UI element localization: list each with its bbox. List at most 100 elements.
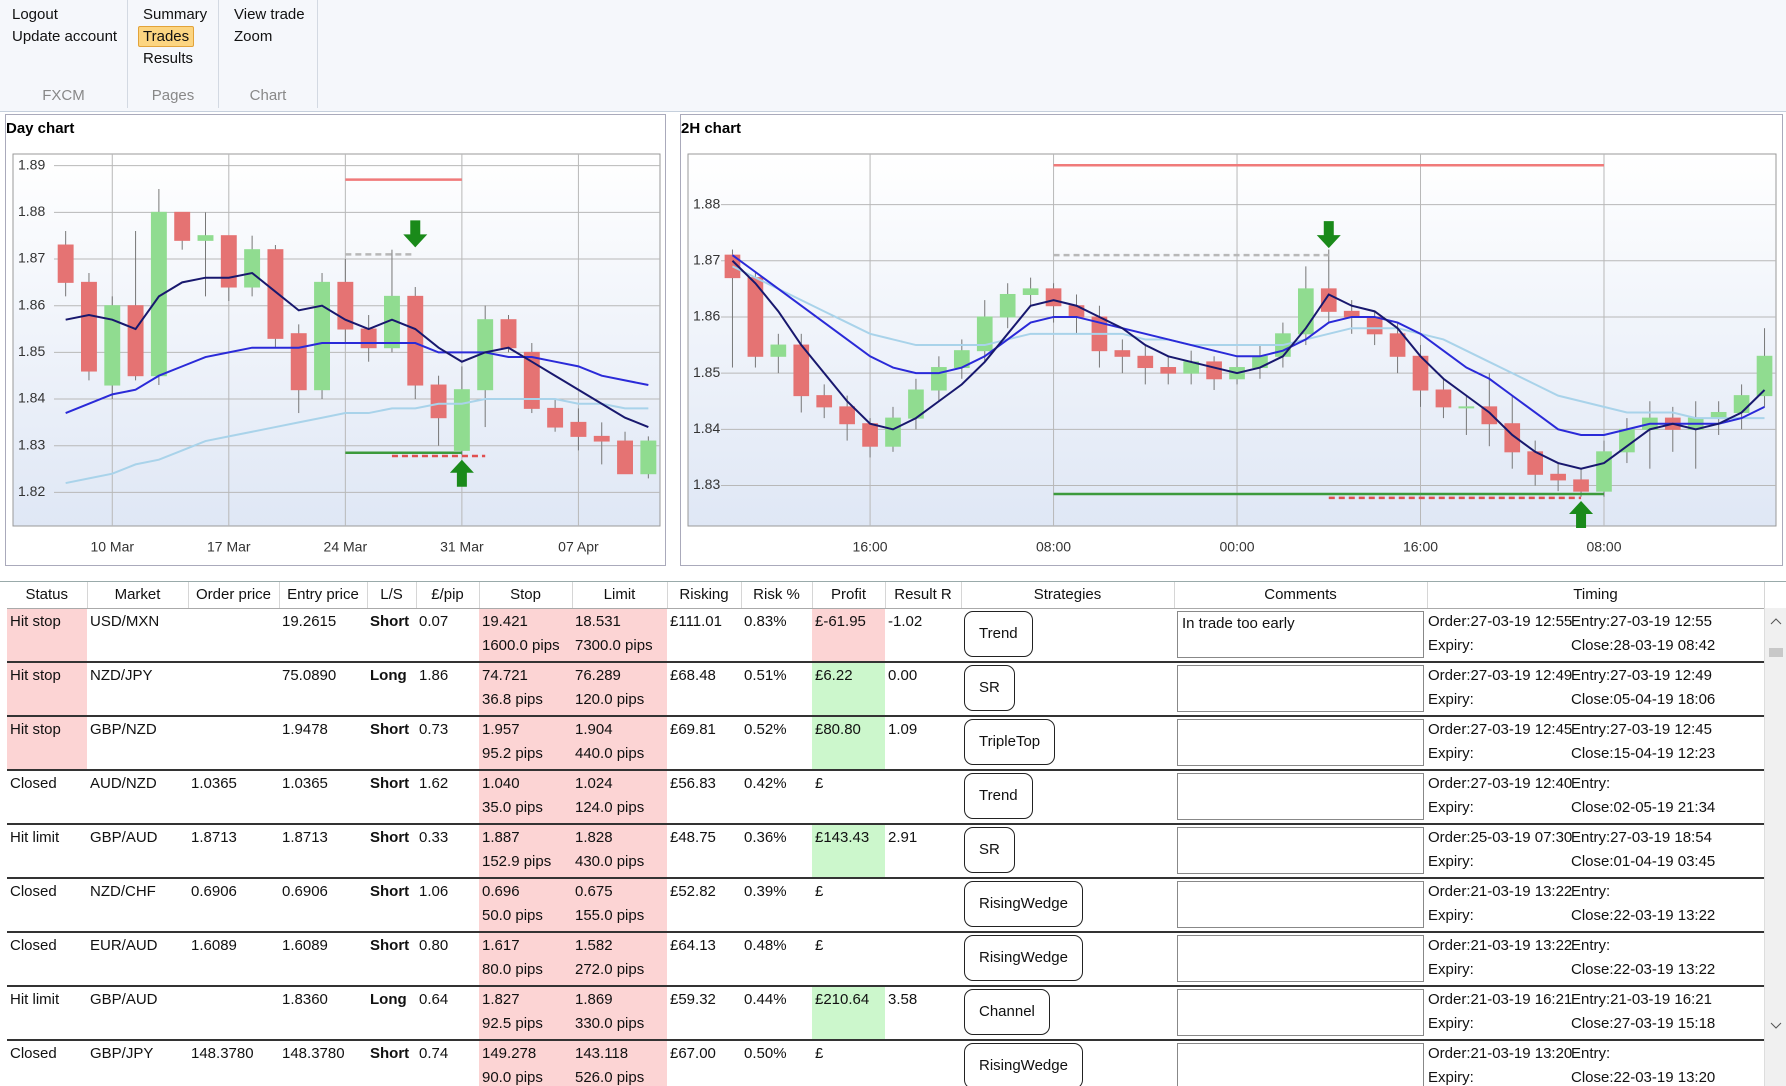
timing-cell: Order:27-03-19 12:40 Expiry: Entry: Close:0… <box>1427 770 1764 825</box>
order-price-cell-text: 1.8713 <box>191 829 237 846</box>
comment-box[interactable] <box>1177 827 1424 874</box>
x-tick-label: 10 Mar <box>90 539 134 555</box>
table-row[interactable]: Closed GBP/JPY 148.3780 148.3780 Short 0.74 14… <box>7 1040 1764 1086</box>
timing-text: Expiry: <box>1428 961 1474 978</box>
table-row[interactable]: Closed AUD/NZD 1.0365 1.0365 Short 1.62 1.040 3… <box>7 770 1764 825</box>
column-header[interactable]: Order price <box>188 582 280 609</box>
y-tick-label: 1.82 <box>18 483 45 499</box>
table-row[interactable]: Closed EUR/AUD 1.6089 1.6089 Short 0.80 1.617 8… <box>7 932 1764 987</box>
column-header[interactable]: £/pip <box>416 582 480 609</box>
entry-price-cell-text: 1.0365 <box>282 775 328 792</box>
order-price-cell: 148.3780 <box>188 1040 279 1086</box>
comment-box[interactable] <box>1177 881 1424 928</box>
comment-box[interactable] <box>1177 935 1424 982</box>
result-r-cell: 3.58 <box>885 986 961 1041</box>
risking-cell-text: £52.82 <box>670 883 716 900</box>
timing-text: Entry: <box>1571 883 1611 900</box>
x-tick-label: 16:00 <box>1403 539 1438 555</box>
ribbon-button[interactable]: Zoom <box>234 28 273 45</box>
stop-cell-text: 1.040 <box>482 775 520 792</box>
comment-cell <box>1174 1040 1427 1086</box>
timing-cell: Order:27-03-19 12:55 Expiry: Entry:27-03-1… <box>1427 608 1764 663</box>
status-cell-text: Closed <box>10 883 57 900</box>
comment-box[interactable] <box>1177 773 1424 820</box>
profit-cell: £210.64 <box>812 986 885 1041</box>
risk-pct-cell: 0.44% <box>741 986 812 1041</box>
ribbon-button[interactable]: Update account <box>12 28 118 45</box>
strategy-button[interactable]: TripleTop <box>964 719 1056 765</box>
ribbon-group: Summary Trades Results Pages <box>128 0 219 108</box>
timing-text: Entry: <box>1571 937 1611 954</box>
column-header[interactable]: Limit <box>572 582 668 609</box>
column-header[interactable]: Risk % <box>741 582 813 609</box>
per-pip-cell: 0.33 <box>416 824 479 879</box>
stop-cell-text: 1.957 <box>482 721 520 738</box>
result-r-cell <box>885 1040 961 1086</box>
status-cell-text: Hit limit <box>10 991 60 1008</box>
comment-box[interactable]: In trade too early <box>1177 610 1424 658</box>
ribbon-button[interactable]: Summary <box>143 6 208 23</box>
table-row[interactable]: Hit limit GBP/AUD 1.8360 Long 0.64 1.827 92.5 … <box>7 986 1764 1041</box>
strategy-button[interactable]: Trend <box>964 773 1033 819</box>
column-header[interactable]: Timing <box>1427 582 1765 609</box>
column-header[interactable]: Strategies <box>961 582 1175 609</box>
ribbon-button[interactable]: View trade <box>234 6 305 23</box>
table-row[interactable]: Closed NZD/CHF 0.6906 0.6906 Short 1.06 0.696 5… <box>7 878 1764 933</box>
column-header[interactable]: Profit <box>812 582 886 609</box>
comment-box[interactable] <box>1177 665 1424 712</box>
side-cell: Short <box>367 1040 416 1086</box>
limit-cell-text: 1.904 <box>575 721 613 738</box>
strategy-button[interactable]: SR <box>964 827 1015 873</box>
strategy-button[interactable]: Trend <box>964 610 1033 657</box>
timing-text: Close:02-05-19 21:34 <box>1571 799 1716 816</box>
column-header[interactable]: Risking <box>667 582 742 609</box>
scrollbar[interactable] <box>1764 608 1786 1086</box>
per-pip-cell: 1.86 <box>416 662 479 717</box>
column-header[interactable]: Comments <box>1174 582 1428 609</box>
stop-cell-text: 1600.0 pips <box>482 636 560 654</box>
comment-box[interactable] <box>1177 719 1424 766</box>
candle-body <box>1596 451 1612 492</box>
limit-cell-text: 1.582 <box>575 937 613 954</box>
column-header[interactable]: Result R <box>885 582 962 609</box>
timing-text: Order:21-03-19 13:22 <box>1428 883 1573 900</box>
side-cell-text: Short <box>370 829 410 846</box>
ribbon-button[interactable]: Trades <box>138 26 195 47</box>
timing-column: Order:27-03-19 12:45 Expiry: <box>1428 720 1572 768</box>
strategy-button[interactable]: Channel <box>964 989 1050 1035</box>
comment-box[interactable] <box>1177 989 1424 1036</box>
strategy-cell: RisingWedge <box>961 878 1174 933</box>
table-row[interactable]: Hit stop GBP/NZD 1.9478 Short 0.73 1.957 95.2 … <box>7 716 1764 771</box>
risking-cell-text: £111.01 <box>670 612 722 630</box>
comment-cell <box>1174 824 1427 879</box>
strategy-button[interactable]: RisingWedge <box>964 1043 1083 1086</box>
table-row[interactable]: Hit limit GBP/AUD 1.8713 1.8713 Short 0.33 1.8… <box>7 824 1764 879</box>
exit-arrow <box>1569 500 1594 528</box>
ribbon-button[interactable]: Logout <box>12 6 58 23</box>
column-header[interactable]: Market <box>87 582 189 609</box>
per-pip-cell-text: 1.86 <box>419 667 449 684</box>
ribbon-button[interactable]: Results <box>143 50 194 67</box>
day-chart-panel: Day chart 1.82 1.83 1.84 1.85 1.86 1.87 1.88 1.… <box>5 114 666 566</box>
status-cell: Closed <box>7 932 87 987</box>
limit-cell-text: 1.869 <box>575 991 613 1008</box>
column-header[interactable]: Stop <box>479 582 573 609</box>
status-cell: Closed <box>7 1040 87 1086</box>
table-row[interactable]: Hit stop NZD/JPY 75.0890 Long 1.86 74.721 36.8… <box>7 662 1764 717</box>
side-cell-text: Short <box>370 883 410 900</box>
strategy-button[interactable]: RisingWedge <box>964 881 1083 927</box>
strategy-button[interactable]: SR <box>964 665 1015 711</box>
market-cell-text: GBP/AUD <box>90 991 158 1008</box>
column-header[interactable]: L/S <box>367 582 417 609</box>
order-price-cell <box>188 986 279 1041</box>
table-row[interactable]: Hit stop USD/MXN 19.2615 Short 0.07 19.421 160… <box>7 608 1764 663</box>
side-cell: Short <box>367 932 416 987</box>
ribbon: Logout Update account FXCM Summary Trades Res… <box>0 0 1786 112</box>
column-header[interactable]: Entry price <box>279 582 368 609</box>
column-header[interactable]: Status <box>7 582 88 609</box>
comment-box[interactable] <box>1177 1043 1424 1086</box>
result-r-cell-text: 0.00 <box>888 667 918 684</box>
side-cell-text: Short <box>370 612 410 630</box>
strategy-button[interactable]: RisingWedge <box>964 935 1083 981</box>
per-pip-cell-text: 1.06 <box>419 883 449 900</box>
